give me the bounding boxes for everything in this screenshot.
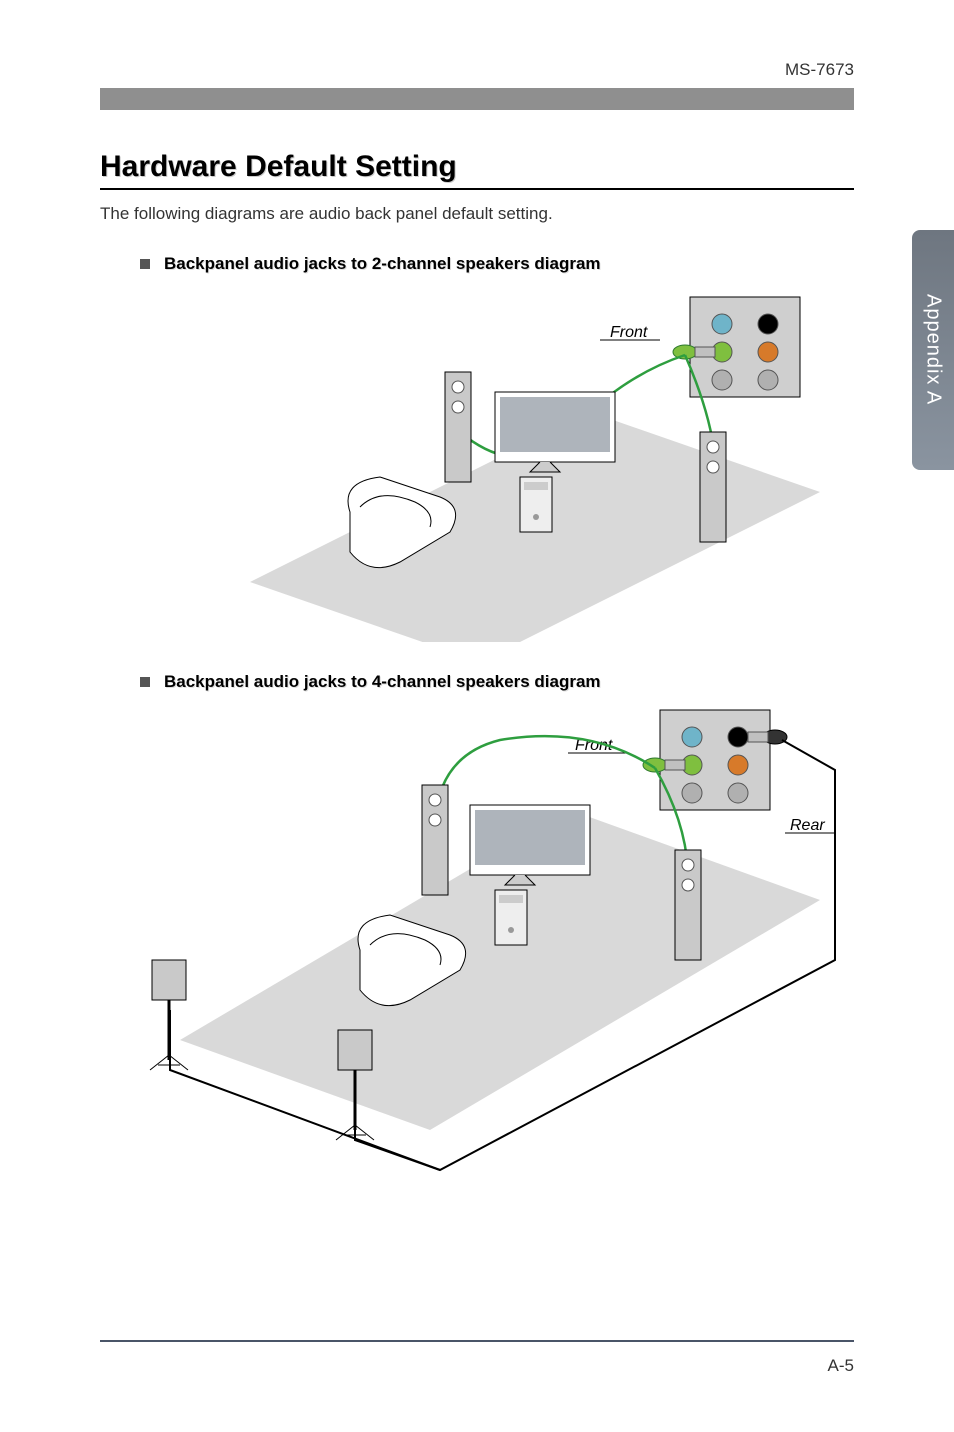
bullet-icon — [140, 677, 150, 687]
doc-model: MS-7673 — [100, 60, 854, 80]
label-rear: Rear — [790, 817, 825, 834]
speaker-front-right — [700, 432, 726, 542]
desktop-pc — [495, 890, 527, 945]
monitor — [495, 392, 615, 472]
footer-rule — [100, 1340, 854, 1342]
speaker-front-left — [445, 372, 471, 482]
section-2-heading: Backpanel audio jacks to 4-channel speak… — [140, 672, 854, 692]
side-tab: Appendix A — [912, 230, 954, 470]
rear-plug — [748, 730, 787, 744]
page-number: A-5 — [828, 1356, 854, 1376]
monitor — [470, 805, 590, 885]
speaker-front-right — [675, 850, 701, 960]
label-front: Front — [610, 324, 648, 341]
page-title: Hardware Default Setting — [100, 150, 854, 190]
section-2-label: Backpanel audio jacks to 4-channel speak… — [164, 672, 601, 692]
header-bar — [100, 88, 854, 110]
speaker-rear-left — [150, 960, 188, 1070]
desktop-pc — [520, 477, 552, 532]
intro-text: The following diagrams are audio back pa… — [100, 204, 854, 224]
diagram-4ch: Front Rear — [100, 700, 854, 1180]
speaker-front-left — [422, 785, 448, 895]
side-tab-label: Appendix A — [922, 294, 945, 405]
bullet-icon — [140, 259, 150, 269]
diagram-2ch: Front — [100, 282, 854, 642]
section-1-label: Backpanel audio jacks to 2-channel speak… — [164, 254, 601, 274]
section-1-heading: Backpanel audio jacks to 2-channel speak… — [140, 254, 854, 274]
